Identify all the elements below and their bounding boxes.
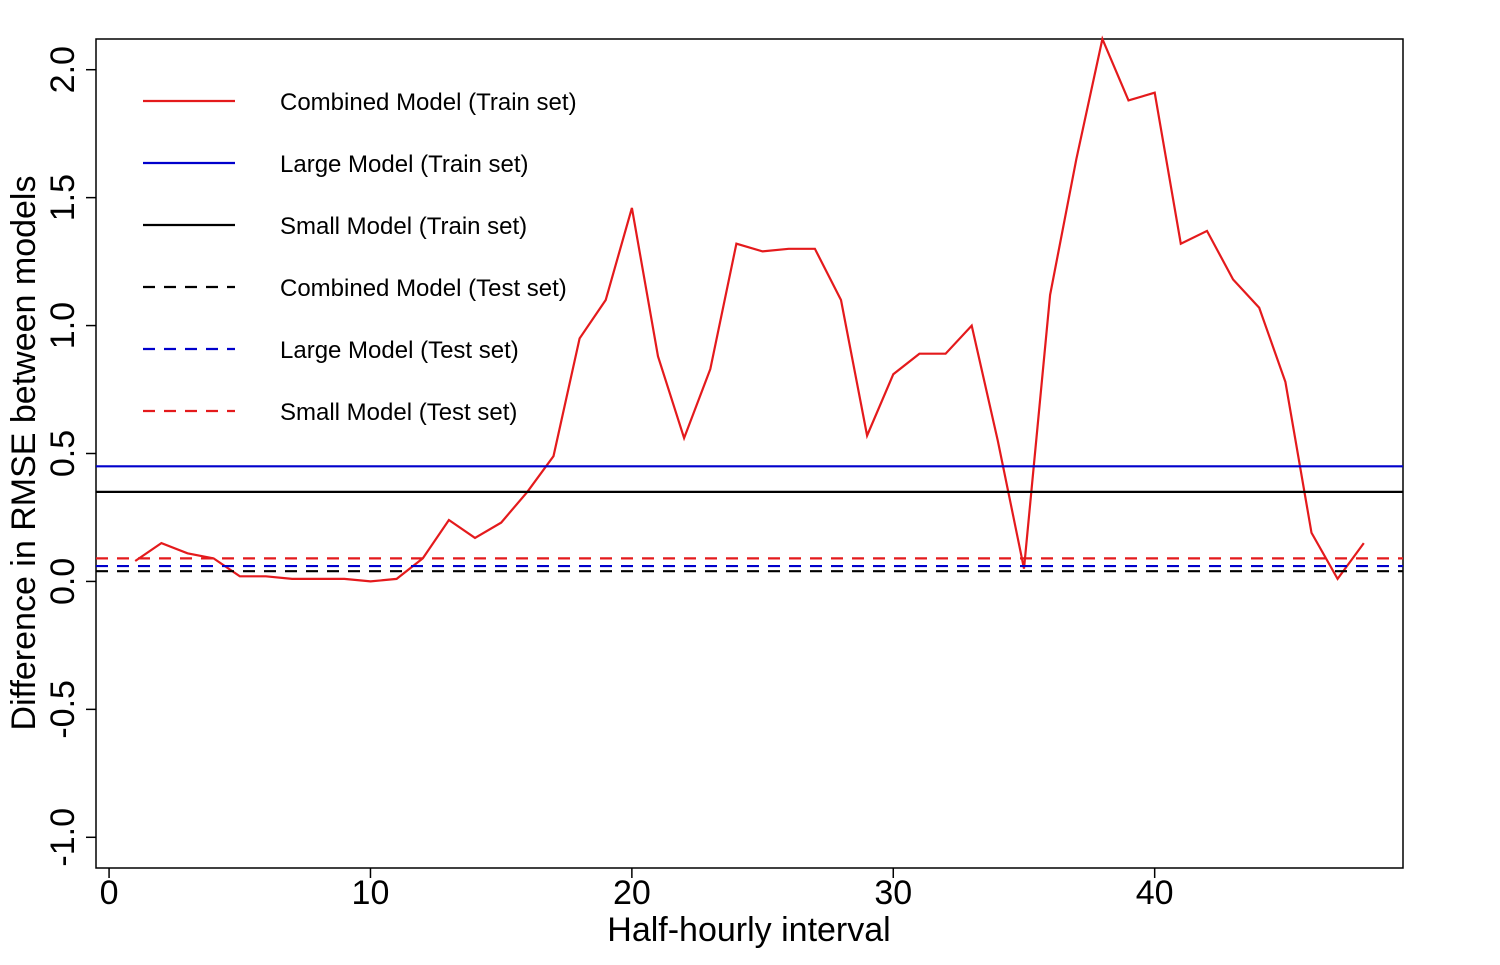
y-tick-label: -1.0 bbox=[44, 808, 82, 867]
legend-label: Combined Model (Train set) bbox=[280, 89, 577, 116]
x-axis: 0 10 20 30 40 bbox=[100, 868, 1174, 912]
y-tick-label: 0.5 bbox=[44, 430, 82, 477]
y-axis-label: Difference in RMSE between models bbox=[5, 176, 43, 731]
y-tick-label: 0.0 bbox=[44, 558, 82, 605]
legend-label: Small Model (Train set) bbox=[280, 213, 527, 240]
series-layer bbox=[96, 35, 1403, 583]
y-tick-label: -0.5 bbox=[44, 680, 82, 739]
y-tick-label: 1.0 bbox=[44, 302, 82, 349]
x-tick-label: 30 bbox=[874, 874, 912, 912]
x-tick-label: 20 bbox=[613, 874, 651, 912]
y-tick-label: 2.0 bbox=[44, 46, 82, 93]
x-tick-label: 10 bbox=[352, 874, 390, 912]
legend-label: Combined Model (Test set) bbox=[280, 275, 567, 302]
x-tick-label: 0 bbox=[100, 874, 119, 912]
y-axis: -1.0 -0.5 0.0 0.5 1.0 1.5 2.0 bbox=[44, 46, 96, 867]
legend-label: Large Model (Train set) bbox=[280, 151, 529, 178]
series-line-0 bbox=[134, 35, 1365, 583]
legend-label: Large Model (Test set) bbox=[280, 337, 519, 364]
x-axis-label: Half-hourly interval bbox=[607, 911, 890, 949]
x-tick-label: 40 bbox=[1136, 874, 1174, 912]
y-tick-label: 1.5 bbox=[44, 174, 82, 221]
legend: Combined Model (Train set) Large Model (T… bbox=[143, 89, 577, 426]
legend-label: Small Model (Test set) bbox=[280, 399, 517, 426]
